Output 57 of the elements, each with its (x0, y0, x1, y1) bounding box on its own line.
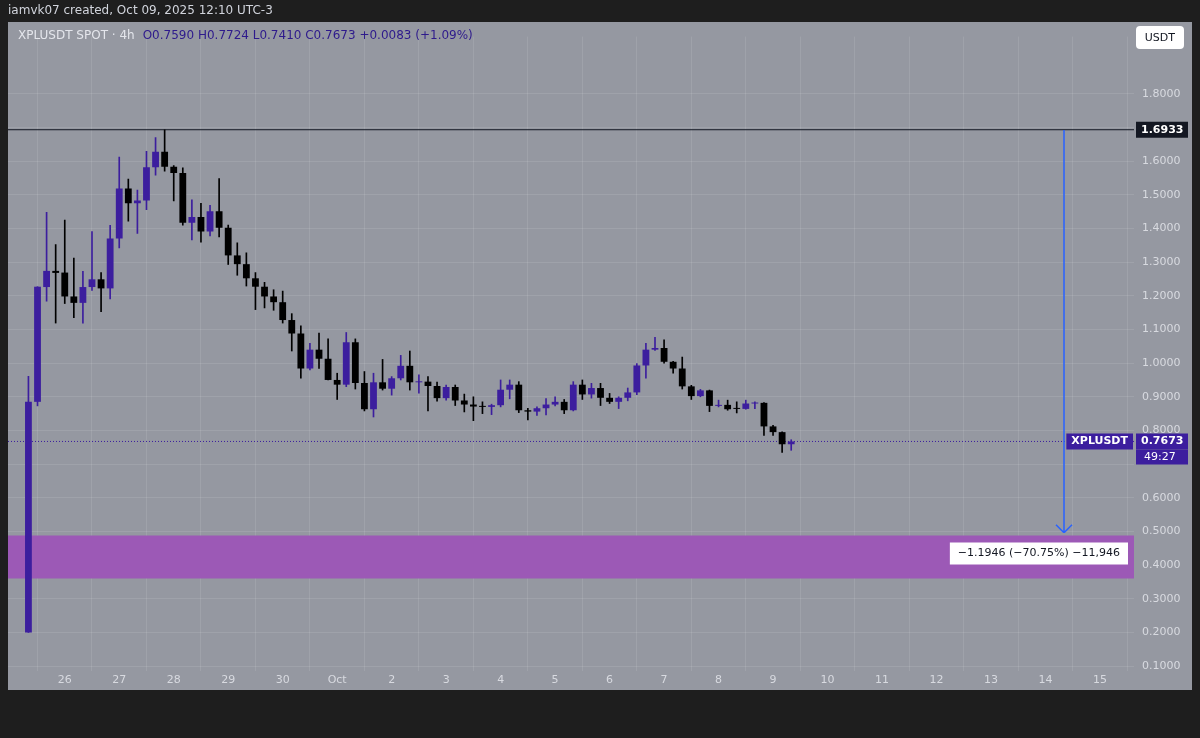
text: iamvk07 created, Oct 09, 2025 12:10 UTC-3 (8, 3, 273, 17)
ref-line-label: 1.6933 (1141, 122, 1184, 136)
x-tick-label: 30 (275, 673, 290, 687)
x-tick-label: 2 (388, 673, 396, 687)
y-tick-label: 1.4000 (1142, 221, 1181, 235)
y-tick-label: 1.5000 (1142, 187, 1181, 201)
text: 49:27 (1144, 450, 1176, 464)
x-tick-label: 27 (112, 673, 127, 687)
chart-title: XPLUSDT SPOT · 4h (18, 28, 135, 42)
candlestick (787, 439, 795, 451)
text: USDT (1135, 26, 1184, 49)
y-tick-label: 1.2000 (1142, 288, 1181, 302)
y-tick-label: 0.6000 (1142, 490, 1181, 504)
candlestick (751, 401, 759, 409)
candlestick (651, 336, 659, 351)
x-tick-label: 3 (442, 673, 450, 687)
x-tick-label: 12 (929, 673, 944, 687)
candlestick (188, 199, 196, 241)
candlestick (733, 401, 741, 414)
y-tick-label: 1.1000 (1142, 322, 1181, 336)
x-tick-label: 7 (660, 673, 668, 687)
x-tick-label: 29 (221, 673, 236, 687)
x-tick-label: 4 (497, 673, 505, 687)
y-tick-label: 1.0000 (1142, 355, 1181, 369)
x-tick-label: 15 (1092, 673, 1107, 687)
x-tick-label: 9 (769, 673, 777, 687)
y-tick-label: 0.1000 (1142, 658, 1181, 672)
candlestick (524, 407, 532, 421)
y-tick-label: 0.2000 (1142, 625, 1181, 639)
candlestick (333, 372, 341, 400)
x-tick-label: 5 (551, 673, 559, 687)
annotation: −1.1946 (−70.75%) −11,946 (957, 546, 1120, 560)
candlestick (170, 165, 178, 202)
x-tick-label: 28 (166, 673, 181, 687)
candlestick (415, 374, 423, 394)
y-tick-label: 0.3000 (1142, 591, 1181, 605)
y-tick-label: 0.5000 (1142, 524, 1181, 538)
x-tick-label: 8 (715, 673, 723, 687)
y-tick-label: 1.8000 (1142, 86, 1181, 100)
x-tick-label: 26 (57, 673, 72, 687)
x-tick-label: 11 (875, 673, 890, 687)
x-tick-label: 13 (983, 673, 998, 687)
x-tick-label: 14 (1038, 673, 1053, 687)
y-tick-label: 1.3000 (1142, 255, 1181, 268)
y-tick-label: 0.4000 (1142, 557, 1181, 571)
candlestick (88, 231, 96, 291)
x-tick-label: Oct (327, 673, 348, 687)
y-tick-label: 0.8000 (1142, 423, 1181, 437)
annotation: XPLUSDT (1071, 434, 1129, 448)
x-tick-label: 6 (606, 673, 614, 687)
candlestick (70, 257, 78, 319)
y-tick-label: 0.9000 (1142, 389, 1181, 403)
chart-subtitle: O0.7590 H0.7724 L0.7410 C0.7673 +0.0083 (+1.09%) (142, 28, 473, 42)
candlestick (52, 244, 60, 324)
y-tick-label: 1.6000 (1142, 154, 1181, 168)
x-tick-label: 10 (820, 673, 835, 687)
ref-line-label: 0.7673 (1141, 434, 1184, 448)
